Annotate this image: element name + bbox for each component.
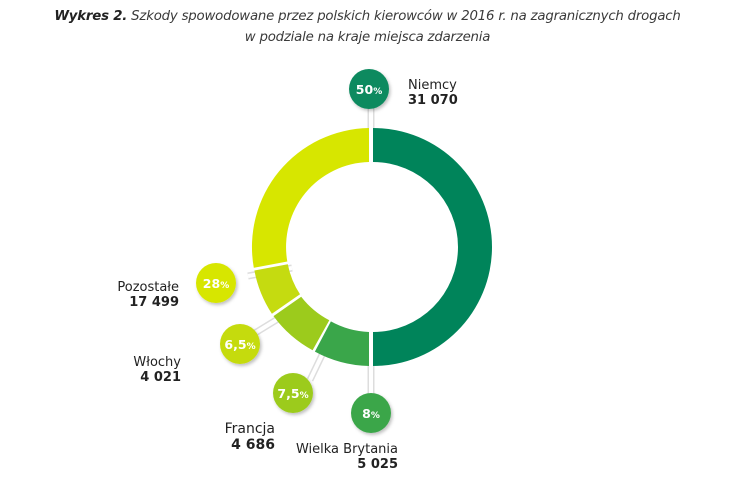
segment-pozostale [251,128,369,268]
label-francja-value: 4 686 [231,437,275,453]
pct-wlochy: 6,5% [224,337,255,352]
label-pozostale-value: 17 499 [129,295,179,310]
label-wielka-brytania: Wielka Brytania 5 025 [296,442,398,472]
title-line-2: w podziale na kraje miejsca zdarzenia [244,30,491,45]
label-francja-name: Francja [224,421,275,437]
label-pozostale-name: Pozostałe [117,280,179,295]
label-wielka-brytania-name: Wielka Brytania [295,442,398,457]
title-line-1: Wykres 2. Szkody spowodowane przez polsk… [0,6,735,27]
pct-niemcy: 50% [356,82,382,97]
segment-wielka-brytania [314,321,369,366]
chart-title: Wykres 2. Szkody spowodowane przez polsk… [0,6,735,48]
label-wlochy: Włochy 4 021 [133,355,181,385]
pct-pozostale: 28% [203,276,229,291]
label-niemcy-name: Niemcy [408,78,457,93]
pct-francja: 7,5% [277,386,308,401]
label-wlochy-value: 4 021 [140,370,181,385]
donut-segments [251,128,492,366]
label-wielka-brytania-value: 5 025 [357,457,398,472]
bubble-francja [273,373,313,413]
title-prefix: Wykres 2. [54,9,128,24]
segment-francja [273,296,330,351]
label-francja: Francja 4 686 [225,421,275,453]
label-niemcy-value: 31 070 [408,93,458,108]
title-text-1: Szkody spowodowane przez polskich kierow… [127,9,681,24]
label-pozostale: Pozostałe 17 499 [117,280,179,310]
label-wlochy-name: Włochy [133,355,181,370]
bubble-pozostale [196,263,236,303]
pct-wielka-brytania: 8% [362,406,380,421]
bubble-wielka-brytania [351,393,391,433]
bubble-niemcy [349,69,389,109]
segment-niemcy [373,128,492,366]
segment-wlochy [254,264,300,314]
label-niemcy: Niemcy 31 070 [408,78,458,108]
bubble-wlochy [220,324,260,364]
